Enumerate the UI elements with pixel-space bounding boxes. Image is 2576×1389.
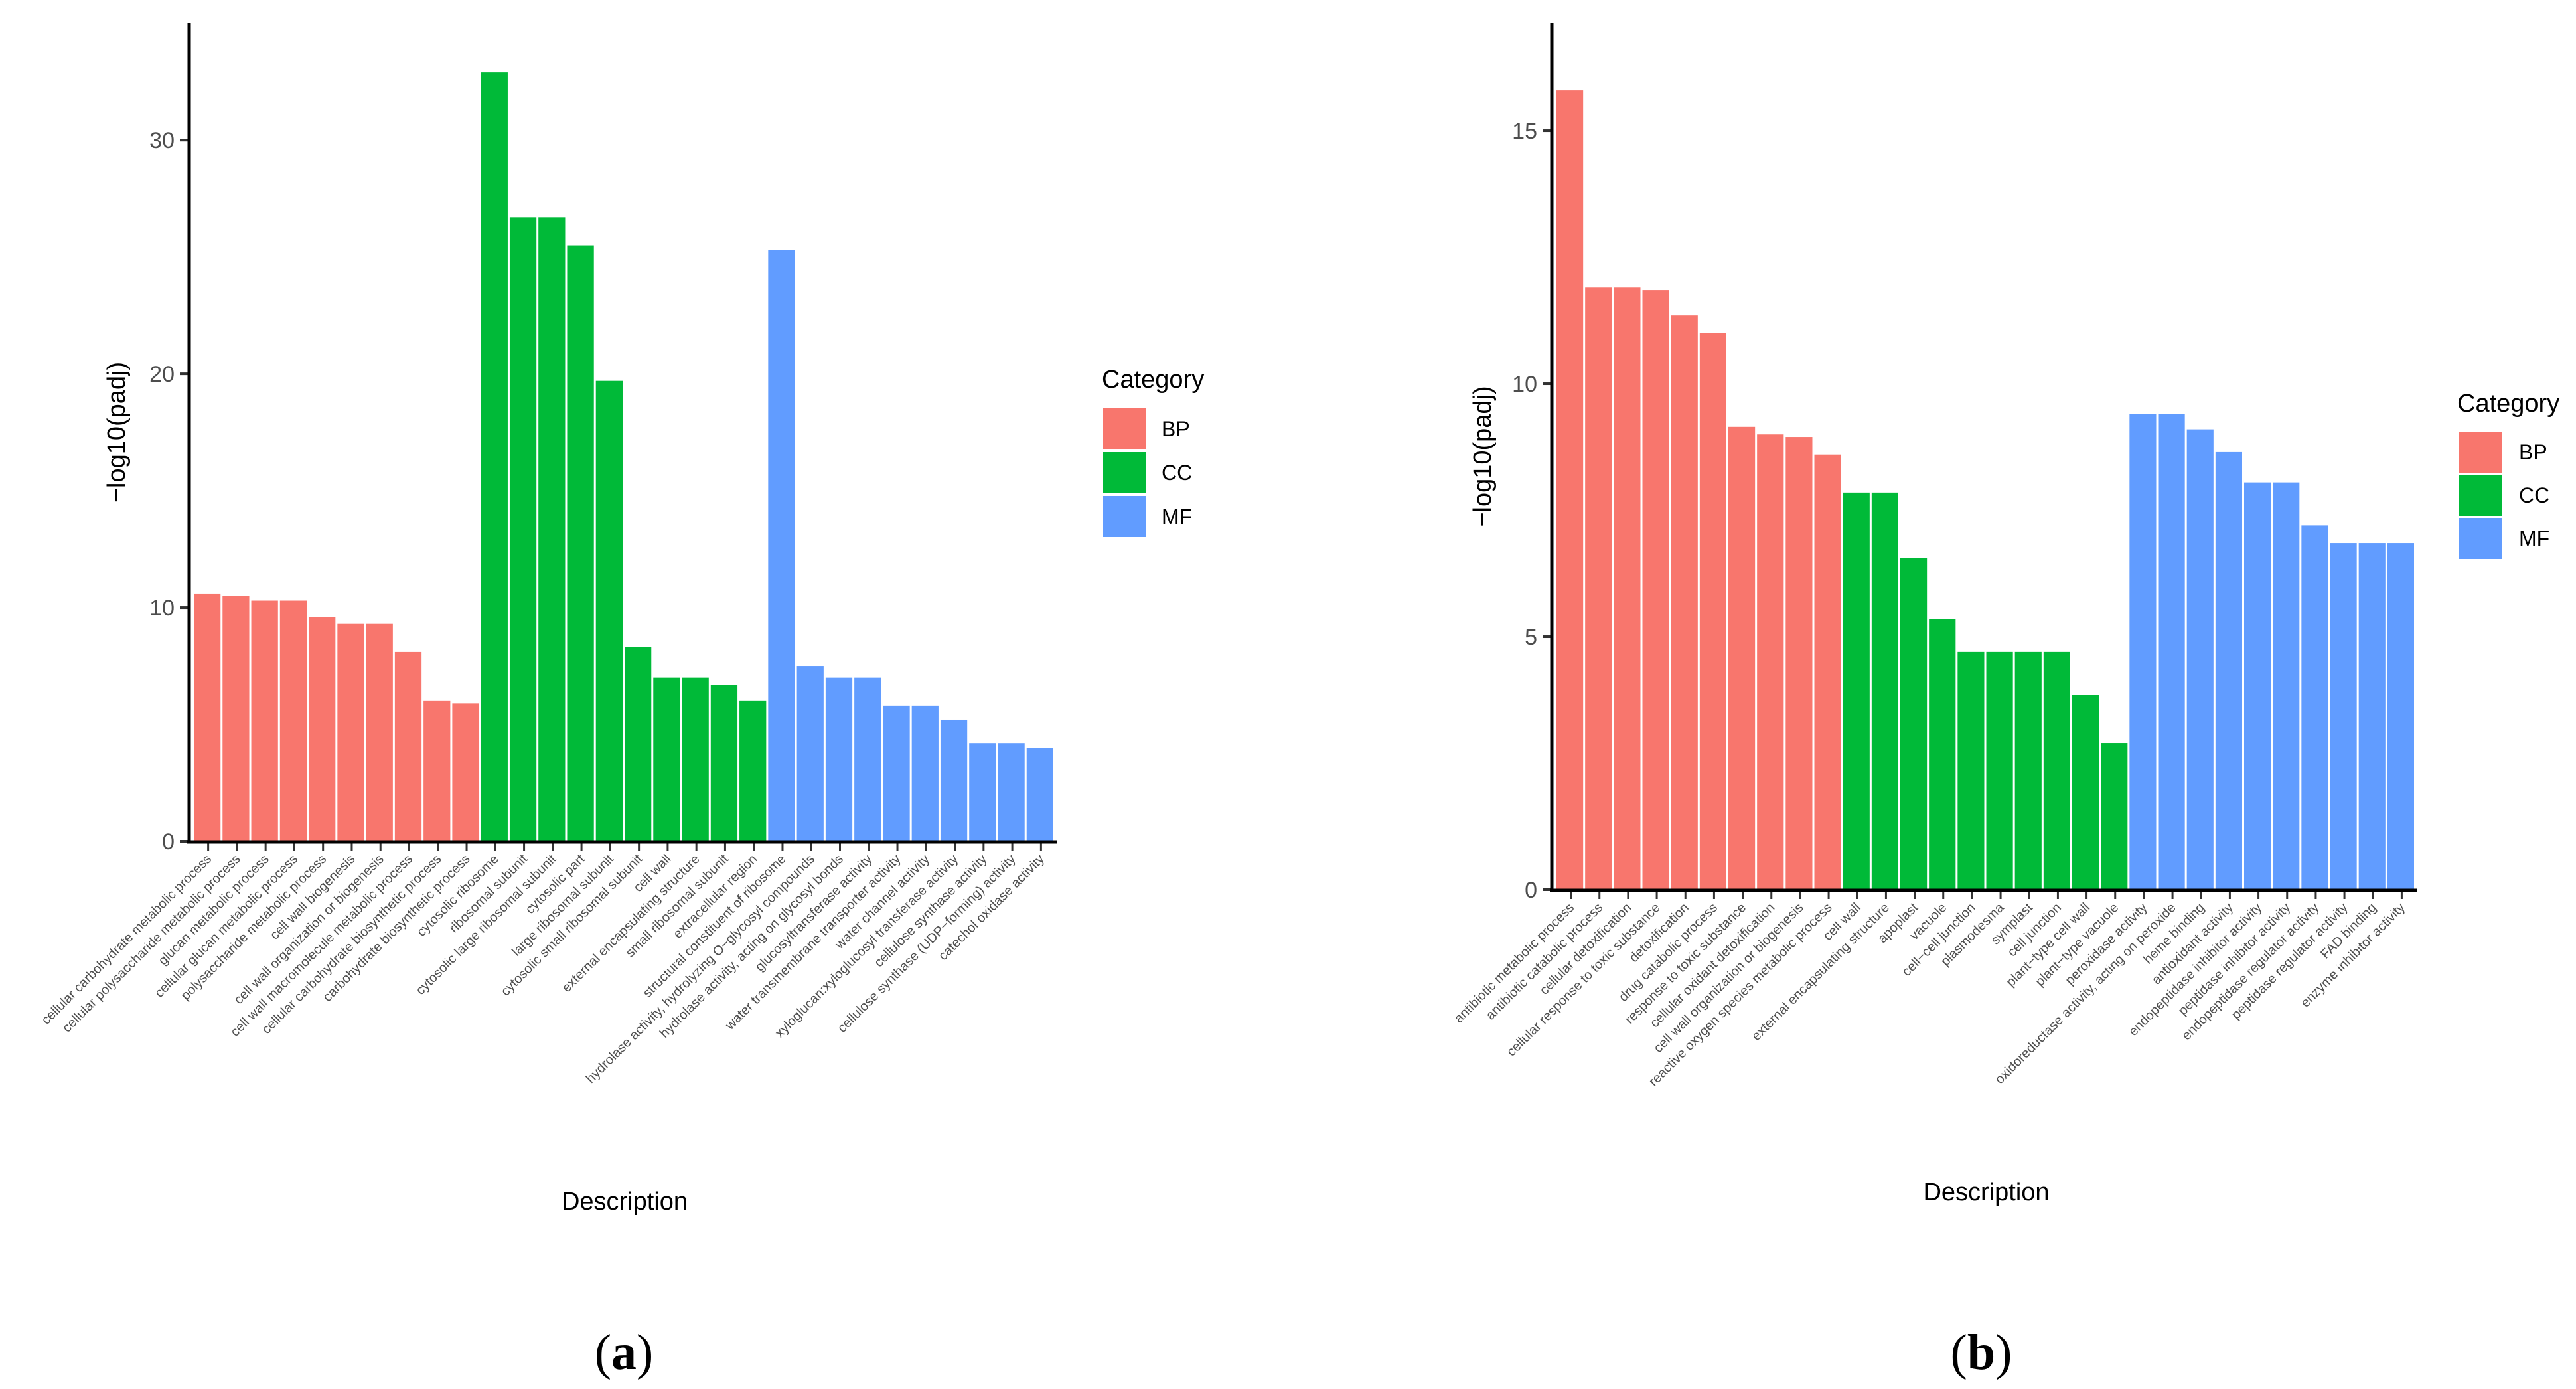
bar-b-3 [1614,287,1641,890]
y-tick-label-b: 5 [1525,625,1537,650]
bar-b-1 [1556,90,1584,890]
bar-a-5 [309,617,336,841]
bar-b-25 [2244,482,2271,890]
y-tick-label-a: 30 [149,128,175,153]
y-tick-label-a: 20 [149,362,175,387]
bar-b-6 [1699,333,1726,890]
legend-label-cc-b: CC [2519,483,2549,507]
legend-b: Category BP CC MF [2457,390,2559,559]
bar-a-16 [625,647,652,841]
y-tick-label-b: 0 [1525,878,1537,903]
legend-label-cc-a: CC [1162,461,1192,485]
bar-a-13 [538,217,566,841]
bar-b-13 [1900,558,1928,890]
bar-a-15 [595,380,623,841]
bar-b-22 [2158,414,2185,890]
legend-key-bp-b [2459,432,2502,473]
bar-b-2 [1585,287,1612,890]
y-tick-label-b: 10 [1512,372,1537,397]
bar-b-17 [2014,651,2042,890]
bar-b-21 [2129,414,2157,890]
bar-a-28 [969,743,996,841]
y-axis-label-a: −log10(padj) [103,362,131,503]
y-tick-label-a: 10 [149,596,175,621]
bar-b-10 [1814,454,1841,890]
bar-a-4 [279,600,307,841]
bar-a-11 [481,72,508,841]
bar-a-2 [222,596,250,841]
bar-b-30 [2387,543,2414,890]
legend-title-a: Category [1102,366,1204,394]
legend-title-b: Category [2457,390,2559,418]
bar-a-26 [911,705,939,841]
bar-b-5 [1671,315,1698,890]
bar-b-11 [1843,492,1870,890]
bars-b [1556,90,2414,890]
bar-a-9 [423,700,451,841]
bar-a-6 [337,623,364,841]
bar-a-25 [883,705,910,841]
bar-b-12 [1871,492,1898,890]
legend-key-mf-b [2459,518,2502,559]
bar-b-27 [2301,525,2328,890]
bar-b-26 [2273,482,2300,890]
bar-a-20 [739,700,767,841]
legend-label-mf-a: MF [1162,505,1192,529]
legend-key-cc-b [2459,475,2502,516]
bar-a-23 [825,677,853,841]
bar-b-18 [2043,651,2070,890]
y-ticks-a: 0 10 20 30 [149,128,189,855]
bar-b-29 [2358,543,2386,890]
bar-a-18 [682,677,709,841]
bar-b-7 [1728,426,1756,890]
bar-a-30 [1026,748,1053,841]
bar-a-8 [394,651,422,841]
bar-a-14 [567,245,594,841]
legend-key-mf-a [1103,496,1146,537]
bar-a-10 [452,703,479,841]
bar-a-7 [366,623,393,841]
bar-b-4 [1642,290,1669,890]
bar-a-27 [940,719,968,841]
x-axis-label-a: Description [562,1188,688,1216]
bar-b-15 [1957,651,1985,890]
bar-b-19 [2072,694,2099,890]
y-tick-label-b: 15 [1512,119,1537,144]
bar-b-16 [1986,651,2013,890]
panel-letter-b: b [1967,1325,1995,1380]
bar-a-24 [854,677,881,841]
bar-b-9 [1785,437,1813,890]
y-axis-label-b: −log10(padj) [1469,386,1497,527]
panel-letter-a: a [611,1325,637,1380]
bar-a-12 [509,217,537,841]
bar-a-19 [710,685,738,841]
bar-a-21 [768,250,795,841]
bar-a-22 [796,666,824,841]
bar-a-1 [194,593,221,841]
legend-key-bp-a [1103,408,1146,449]
bars-a [194,72,1053,841]
panel-label-a: (a) [595,1325,654,1380]
legend-a: Category BP CC MF [1102,366,1204,537]
bar-a-3 [251,600,278,841]
x-axis-label-b: Description [1923,1179,2049,1206]
bar-a-17 [653,677,680,841]
legend-key-cc-a [1103,452,1146,493]
bar-a-29 [998,743,1025,841]
bar-b-14 [1929,619,1956,890]
bar-b-20 [2101,743,2128,890]
legend-label-mf-b: MF [2519,527,2549,550]
legend-label-bp-b: BP [2519,440,2547,464]
bar-b-28 [2330,543,2357,890]
y-ticks-b: 0 5 10 15 [1512,119,1552,903]
legend-label-bp-a: BP [1162,417,1190,441]
y-tick-label-a: 0 [162,829,175,855]
panel-label-b: (b) [1951,1325,2012,1380]
bar-b-24 [2215,451,2242,890]
bar-b-8 [1757,434,1784,890]
bar-b-23 [2186,429,2214,890]
